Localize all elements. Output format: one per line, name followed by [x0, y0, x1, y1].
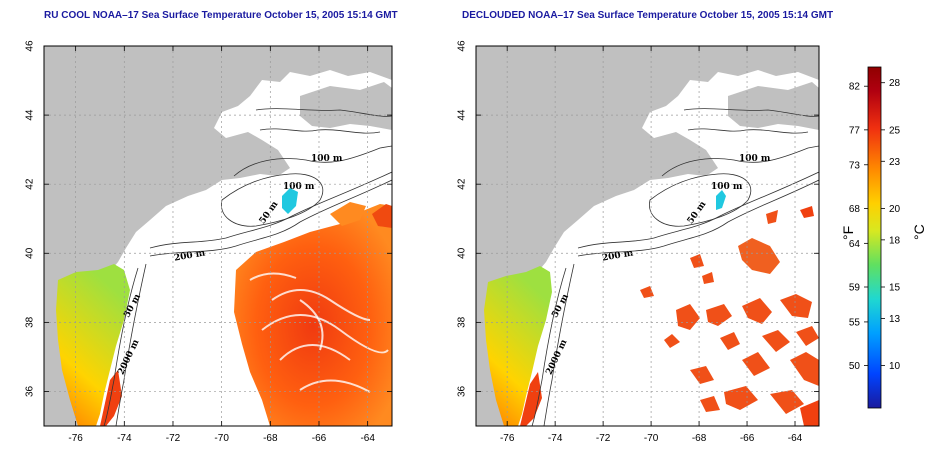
latitude-tick-label: 38 [25, 316, 36, 328]
celsius-unit-label: °C [911, 224, 927, 240]
contour-label: 100 m [711, 182, 743, 192]
warm-water-patches [640, 206, 819, 426]
contour-label: 100 m [283, 182, 315, 192]
latitude-tick-label: 40 [457, 247, 468, 259]
fahrenheit-tick-label: 77 [849, 125, 861, 136]
celsius-tick-label: 25 [889, 125, 901, 136]
cold-patch [282, 188, 298, 214]
bathymetry-contours [103, 108, 392, 426]
fahrenheit-tick-label: 68 [849, 204, 861, 215]
fahrenheit-unit-label: °F [840, 226, 856, 240]
latitude-tick-label: 42 [25, 178, 36, 190]
land-mass [476, 46, 819, 426]
latitude-tick-label: 36 [457, 385, 468, 397]
map-frame [43, 45, 393, 427]
fahrenheit-tick-label: 82 [849, 82, 861, 93]
shelf-water [484, 266, 552, 426]
longitude-tick-label: -70 [644, 433, 659, 444]
longitude-tick-label: -72 [596, 433, 611, 444]
graticule [44, 46, 392, 426]
fahrenheit-tick-label: 55 [849, 317, 861, 328]
longitude-tick-label: -68 [263, 433, 278, 444]
longitude-tick-label: -68 [692, 433, 707, 444]
latitude-tick-label: 42 [457, 178, 468, 190]
latitude-tick-label: 40 [25, 247, 36, 259]
cold-patch [716, 190, 726, 210]
land-mass [44, 46, 392, 426]
longitude-tick-label: -64 [360, 433, 375, 444]
fahrenheit-tick-label: 50 [849, 361, 861, 372]
longitude-tick-label: -64 [788, 433, 803, 444]
right-panel-title: DECLOUDED NOAA–17 Sea Surface Temperatur… [462, 10, 834, 21]
left-panel-title: RU COOL NOAA–17 Sea Surface Temperature … [44, 10, 398, 21]
shelf-water [56, 264, 130, 426]
contour-label: 100 m [739, 154, 771, 164]
longitude-tick-label: -74 [117, 433, 132, 444]
celsius-tick-label: 28 [889, 78, 901, 89]
warm-water-region [234, 204, 392, 426]
celsius-tick-label: 13 [889, 314, 901, 325]
latitude-tick-label: 44 [25, 109, 36, 121]
longitude-tick-label: -76 [500, 433, 515, 444]
celsius-tick-label: 20 [889, 204, 901, 215]
right-map: 100 m 100 m 50 m 200 m 50 m 2000 m -76 -7… [457, 40, 820, 444]
colorbar: 28 25 23 20 18 15 13 10 82 77 73 68 64 59 55 50 °F °C [840, 66, 927, 409]
graticule [476, 46, 819, 426]
map-axes: -76 -74 -72 -70 -68 -66 -64 36 38 40 42 44 46 [457, 40, 819, 444]
longitude-tick-label: -72 [166, 433, 181, 444]
latitude-tick-label: 38 [457, 316, 468, 328]
celsius-tick-label: 15 [889, 283, 901, 294]
celsius-tick-label: 18 [889, 235, 901, 246]
map-frame [475, 45, 820, 427]
latitude-tick-label: 44 [457, 109, 468, 121]
latitude-tick-label: 36 [25, 385, 36, 397]
longitude-tick-label: -66 [312, 433, 327, 444]
latitude-tick-label: 46 [457, 40, 468, 52]
longitude-tick-label: -70 [214, 433, 229, 444]
colorbar-gradient [867, 66, 882, 409]
longitude-tick-label: -66 [740, 433, 755, 444]
latitude-tick-label: 46 [25, 40, 36, 52]
longitude-tick-label: -76 [68, 433, 83, 444]
fahrenheit-tick-label: 73 [849, 160, 861, 171]
bathymetry-contours [531, 108, 819, 426]
celsius-tick-label: 10 [889, 361, 901, 372]
left-map: 100 m 100 m 50 m 200 m 50 m 2000 m -76 -7… [25, 40, 393, 444]
fahrenheit-tick-label: 64 [849, 239, 861, 250]
celsius-tick-label: 23 [889, 157, 901, 168]
longitude-tick-label: -74 [548, 433, 563, 444]
contour-label: 100 m [311, 154, 343, 164]
map-axes: -76 -74 -72 -70 -68 -66 -64 36 38 40 42 44 46 [25, 40, 392, 444]
fahrenheit-tick-label: 59 [849, 283, 861, 294]
